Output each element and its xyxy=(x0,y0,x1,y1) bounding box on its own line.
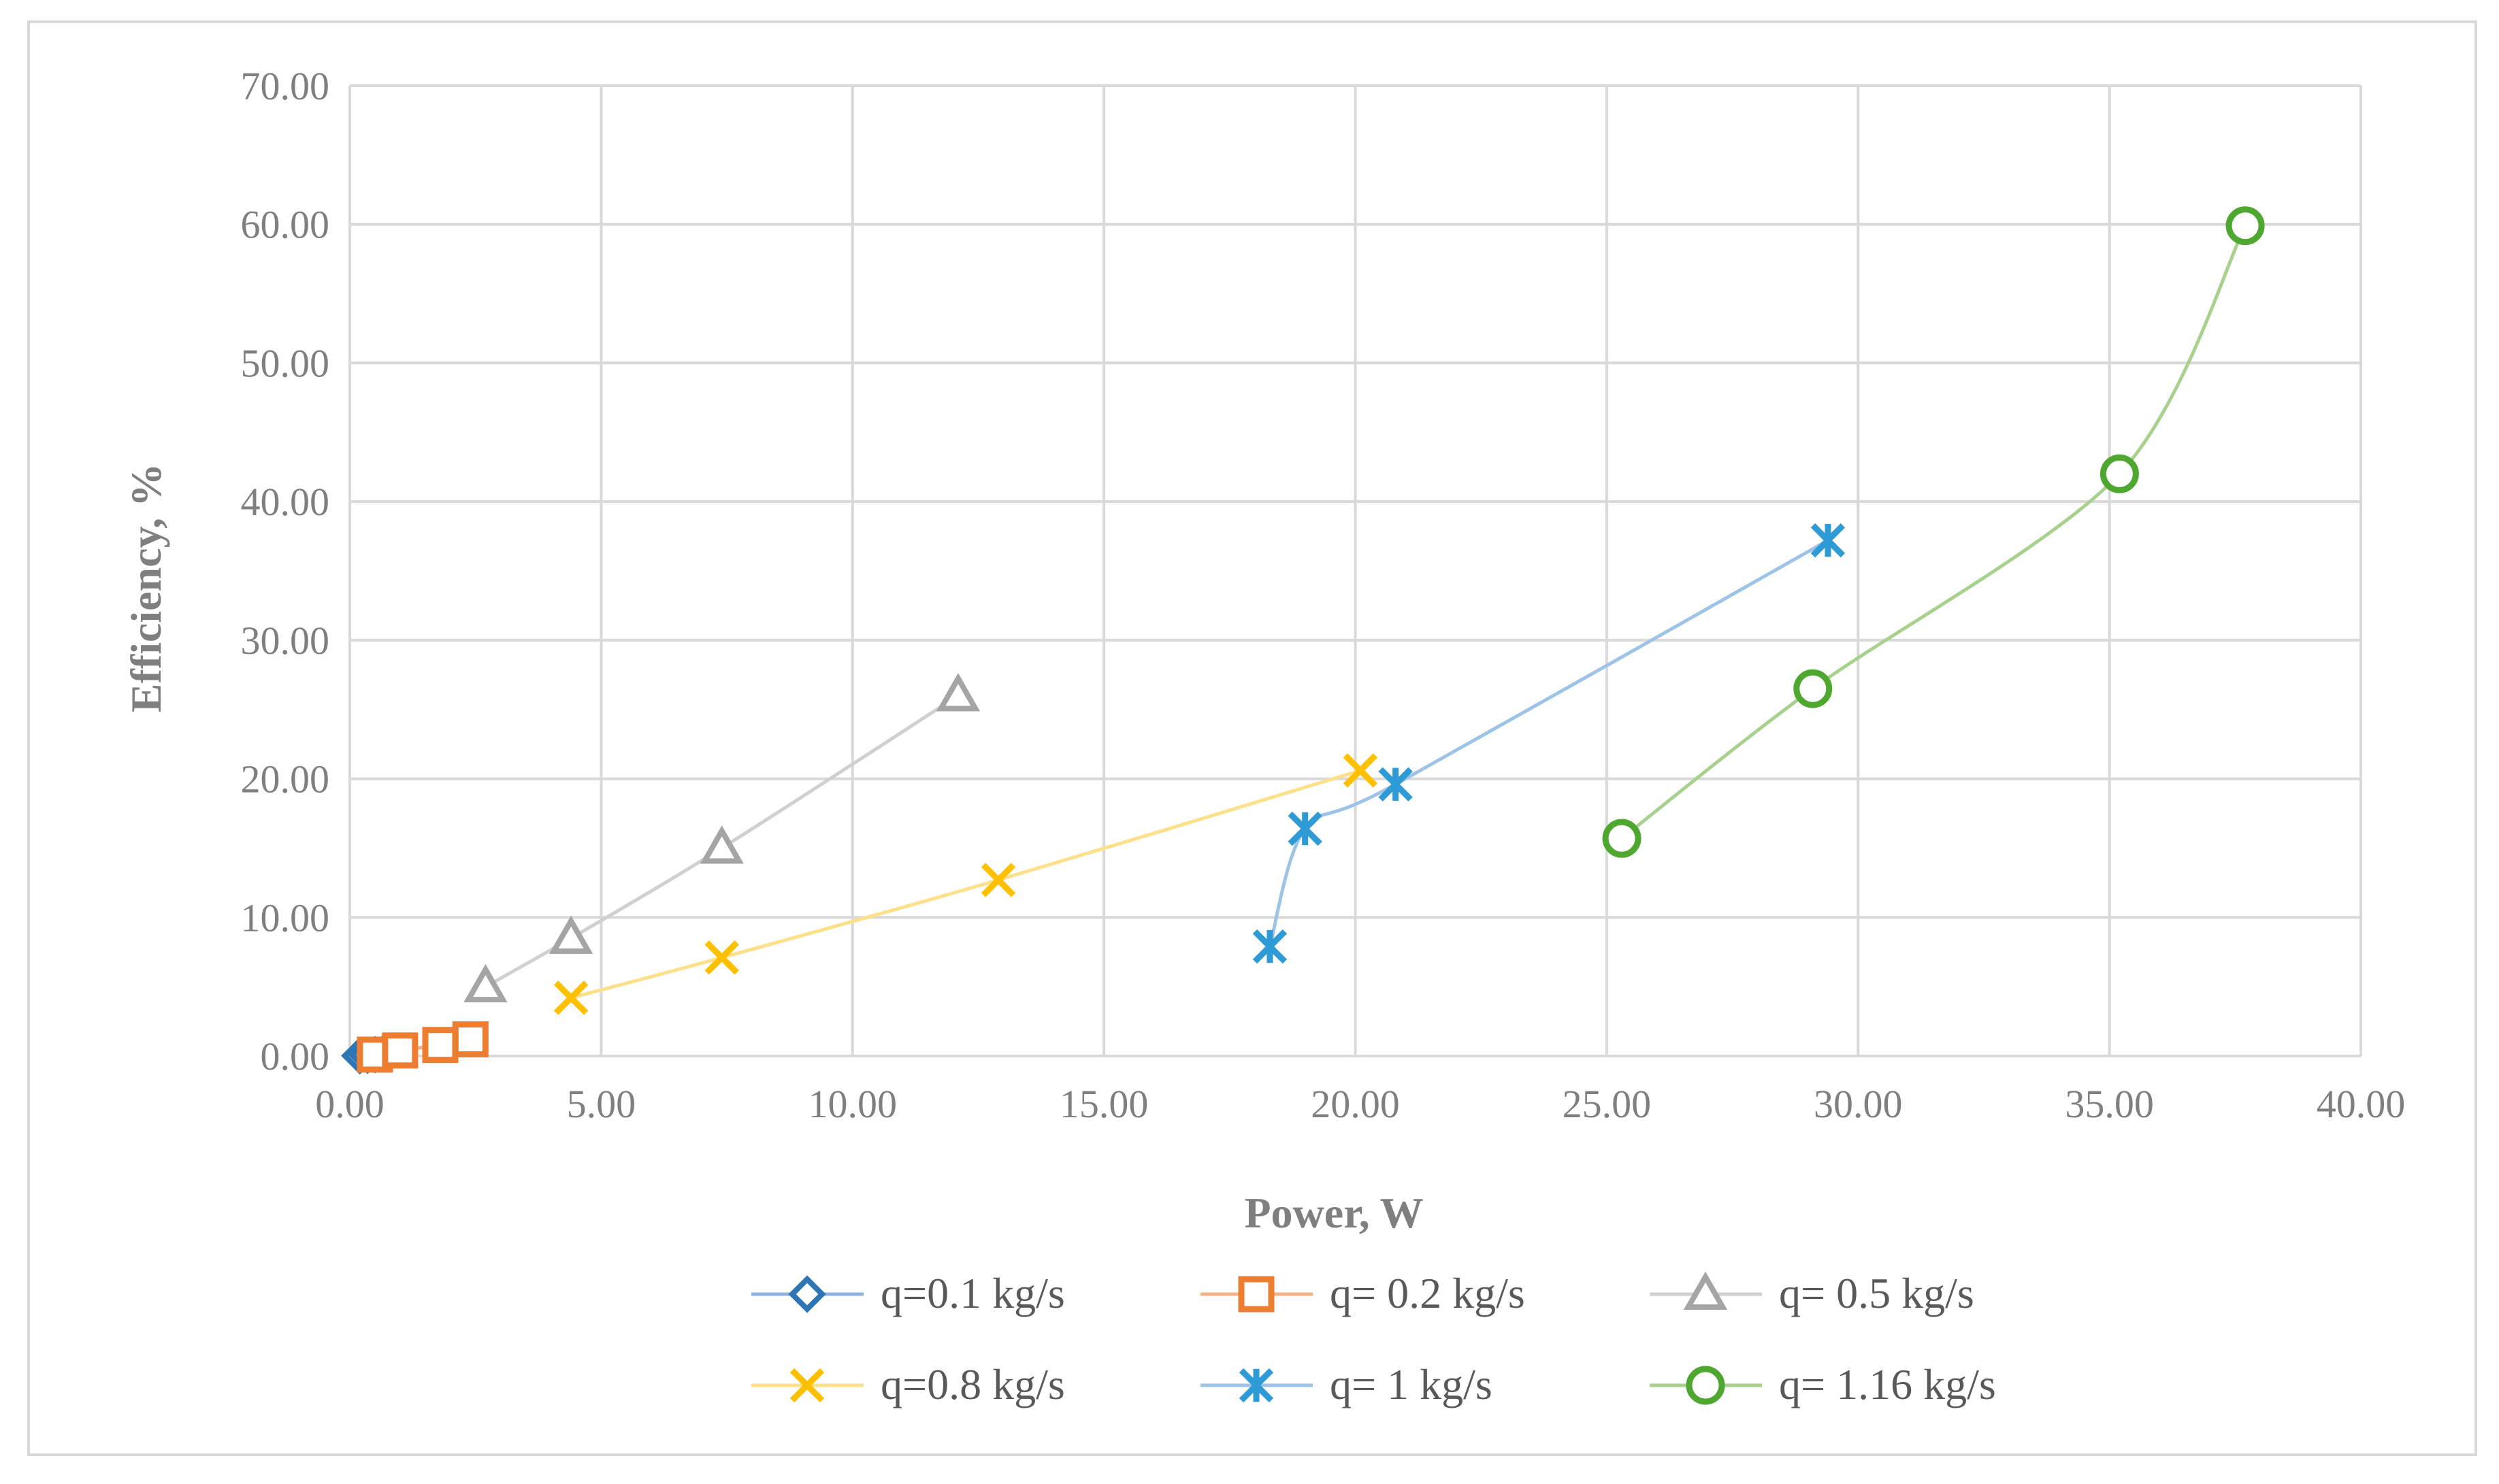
legend-item: q=0.8 kg/s xyxy=(751,1360,1065,1408)
x-tick-label: 35.00 xyxy=(2065,1082,2154,1126)
legend-item: q= 1.16 kg/s xyxy=(1650,1360,1996,1408)
data-point xyxy=(1810,523,1846,558)
y-tick-label: 50.00 xyxy=(241,341,330,385)
legend-marker xyxy=(788,1275,826,1313)
data-point xyxy=(422,1027,459,1063)
y-tick-label: 10.00 xyxy=(241,895,330,940)
legend-item: q= 0.5 kg/s xyxy=(1650,1269,1974,1317)
x-tick-label: 25.00 xyxy=(1563,1082,1652,1126)
y-tick-label: 60.00 xyxy=(241,203,330,247)
series-line xyxy=(485,694,960,989)
legend-marker xyxy=(1686,1366,1725,1405)
legend-label: q= 1 kg/s xyxy=(1330,1360,1492,1408)
series-2 xyxy=(463,672,981,1003)
y-axis-title: Efficiency, % xyxy=(122,463,170,712)
data-point xyxy=(1602,819,1642,858)
legend-marker xyxy=(1239,1368,1274,1403)
x-tick-label: 0.00 xyxy=(315,1082,385,1126)
series-3 xyxy=(553,753,1378,1015)
legend-label: q= 0.2 kg/s xyxy=(1330,1269,1525,1317)
x-tick-label: 5.00 xyxy=(567,1082,636,1126)
legend-item: q= 1 kg/s xyxy=(1200,1360,1492,1408)
x-tick-label: 40.00 xyxy=(2317,1082,2406,1126)
legend-marker xyxy=(1683,1271,1728,1310)
x-tick-label: 20.00 xyxy=(1311,1082,1400,1126)
x-tick-label: 15.00 xyxy=(1060,1082,1149,1126)
legend-label: q=0.8 kg/s xyxy=(881,1360,1065,1408)
y-tick-label: 70.00 xyxy=(241,64,330,108)
data-point xyxy=(700,825,744,864)
series-4 xyxy=(1252,523,1846,964)
data-point xyxy=(1252,929,1288,964)
x-axis-title: Power, W xyxy=(1244,1189,1423,1237)
series-line xyxy=(1268,539,1829,947)
data-point xyxy=(2100,454,2139,493)
data-point xyxy=(2225,206,2265,246)
data-point xyxy=(452,1021,489,1058)
series-line xyxy=(1620,225,2247,840)
series-line xyxy=(570,768,1361,1000)
chart-svg: 0.00 10.00 20.00 30.00 40.00 50.00 60.00 70.00 0… xyxy=(122,64,2406,1408)
data-point xyxy=(1288,811,1322,846)
data-point xyxy=(549,915,593,954)
series-5 xyxy=(1602,206,2265,858)
data-point xyxy=(463,963,508,1003)
legend: q=0.1 kg/s q= 0.2 kg/s q= 0.5 kg/s q=0.8 kg… xyxy=(751,1269,1996,1408)
y-tick-label: 30.00 xyxy=(241,619,330,663)
chart-frame: 0.00 10.00 20.00 30.00 40.00 50.00 60.00 70.00 0… xyxy=(27,20,2477,1456)
data-point xyxy=(553,980,589,1015)
data-point xyxy=(1378,767,1413,802)
legend-item: q=0.1 kg/s xyxy=(751,1269,1065,1317)
y-tick-label: 20.00 xyxy=(241,757,330,802)
y-tick-label: 40.00 xyxy=(241,480,330,524)
x-tick-label: 30.00 xyxy=(1814,1082,1903,1126)
legend-label: q= 0.5 kg/s xyxy=(1779,1269,1974,1317)
data-point xyxy=(981,863,1016,897)
data-point xyxy=(1343,753,1378,788)
legend-label: q=0.1 kg/s xyxy=(881,1269,1065,1317)
legend-marker xyxy=(1238,1276,1275,1313)
legend-item: q= 0.2 kg/s xyxy=(1200,1269,1525,1317)
legend-label: q= 1.16 kg/s xyxy=(1779,1360,1996,1408)
legend-marker xyxy=(789,1368,825,1403)
data-point xyxy=(1793,669,1833,708)
data-point xyxy=(936,672,981,712)
data-point xyxy=(382,1032,419,1069)
y-tick-label: 0.00 xyxy=(261,1034,330,1078)
series-1 xyxy=(357,1021,489,1073)
x-tick-label: 10.00 xyxy=(808,1082,898,1126)
data-point xyxy=(704,940,739,975)
